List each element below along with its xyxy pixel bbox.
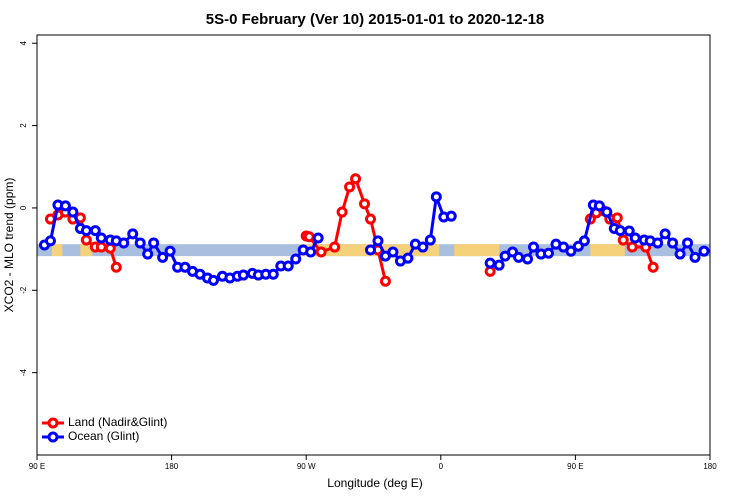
data-point [359, 198, 371, 210]
data-point [484, 257, 496, 269]
legend-marker [47, 431, 59, 443]
x-tick-label: 180 [165, 462, 179, 471]
data-point [528, 241, 540, 253]
data-point [667, 237, 679, 249]
x-tick-label: 90 E [29, 462, 45, 471]
data-point [237, 269, 249, 281]
legend-label: Ocean (Glint) [68, 429, 139, 443]
x-tick-label: 90 W [297, 462, 316, 471]
x-tick-label: 0 [439, 462, 444, 471]
data-point [80, 234, 92, 246]
data-point [59, 200, 71, 212]
data-point [344, 181, 356, 193]
land-band [51, 244, 63, 257]
plot-frame [36, 34, 711, 456]
land-band [590, 244, 625, 257]
series-line [49, 175, 655, 282]
x-axis-label: Longitude (deg E) [327, 476, 422, 490]
data-point [95, 232, 107, 244]
data-point [601, 206, 613, 218]
chart-title: 5S-0 February (Ver 10) 2015-01-01 to 202… [206, 11, 545, 28]
data-point [689, 251, 701, 263]
data-point [513, 251, 525, 263]
data-point [659, 228, 671, 240]
data-point [542, 247, 554, 259]
data-point [303, 231, 315, 243]
data-point [80, 225, 92, 237]
data-point [118, 237, 130, 249]
y-tick-label: 0 [19, 205, 28, 210]
data-point [626, 241, 638, 253]
data-point [372, 235, 384, 247]
data-point [89, 225, 101, 237]
data-point [148, 237, 160, 249]
data-point [110, 261, 122, 273]
data-point [134, 237, 146, 249]
data-point [329, 241, 341, 253]
data-point [623, 225, 635, 237]
data-point [67, 206, 79, 218]
data-point [164, 245, 176, 257]
data-point [522, 253, 534, 265]
data-point [157, 251, 169, 263]
data-point [611, 212, 623, 224]
data-point [312, 232, 324, 244]
data-point [430, 191, 442, 203]
data-point [578, 235, 590, 247]
land-band [454, 244, 500, 257]
y-axis-label: XCO2 - MLO trend (ppm) [2, 178, 16, 313]
data-point [350, 173, 362, 185]
data-point [652, 237, 664, 249]
data-point [267, 268, 279, 280]
data-point [142, 248, 154, 260]
data-point [282, 260, 294, 272]
data-point [365, 213, 377, 225]
data-point [493, 259, 505, 271]
data-point [565, 245, 577, 257]
y-tick-label: -2 [19, 286, 28, 294]
data-point [365, 244, 377, 256]
data-point [44, 235, 56, 247]
y-tick-label: 2 [19, 123, 28, 128]
data-point [402, 252, 414, 264]
data-point [682, 237, 694, 249]
y-tick-label: -4 [19, 369, 28, 377]
y-tick-label: 4 [19, 40, 28, 45]
data-point [95, 241, 107, 253]
data-point [674, 248, 686, 260]
data-point [445, 210, 457, 222]
data-point [614, 225, 626, 237]
x-tick-label: 180 [703, 462, 717, 471]
legend: Land (Nadir&Glint)Ocean (Glint) [42, 415, 167, 443]
data-point [305, 246, 317, 258]
data-point [647, 261, 659, 273]
legend-label: Land (Nadir&Glint) [68, 415, 167, 429]
data-point [629, 232, 641, 244]
land-band [80, 244, 93, 257]
data-point [290, 253, 302, 265]
legend-marker [47, 417, 59, 429]
data-point [617, 234, 629, 246]
data-point [127, 228, 139, 240]
data-point [207, 274, 219, 286]
data-point [315, 246, 327, 258]
data-point [593, 200, 605, 212]
data-point [379, 275, 391, 287]
data-point [417, 241, 429, 253]
data-point [424, 234, 436, 246]
x-tick-label: 90 E [567, 462, 583, 471]
data-point [698, 245, 710, 257]
data-point [387, 246, 399, 258]
data-point [336, 206, 348, 218]
